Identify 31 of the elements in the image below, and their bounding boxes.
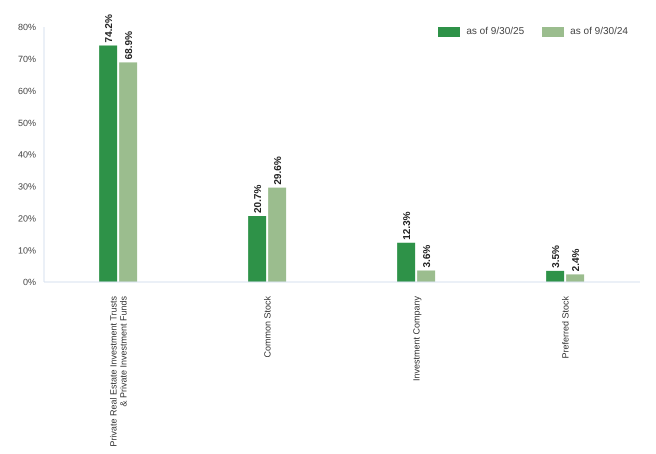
bar <box>99 45 118 282</box>
data-label: 74.2% <box>104 14 116 42</box>
y-tick-label: 0% <box>22 277 36 288</box>
data-label: 12.3% <box>402 211 414 240</box>
y-tick-label: 20% <box>18 213 36 224</box>
bar <box>248 216 266 282</box>
data-label: 68.9% <box>124 30 136 60</box>
legend-label: as of 9/30/25 <box>466 26 524 37</box>
data-label: 3.6% <box>422 244 434 268</box>
y-tick-label: 50% <box>18 118 36 128</box>
bar <box>397 242 416 282</box>
x-tick-label: Investment Company <box>412 296 422 382</box>
y-tick-label: 40% <box>18 150 36 160</box>
data-label: 2.4% <box>571 248 582 272</box>
x-tick-label: Preferred Stock <box>560 296 570 359</box>
x-tick-label: Private Real Estate Investment Trusts & Private Investment Funds <box>108 296 128 447</box>
bar <box>268 188 286 282</box>
bar <box>119 62 138 282</box>
y-tick-label: 80% <box>18 22 36 32</box>
data-label: 29.6% <box>273 156 284 185</box>
x-tick-label: Common Stock <box>262 296 272 358</box>
bar <box>546 270 564 282</box>
y-tick-label: 70% <box>18 54 36 64</box>
data-label: 3.5% <box>551 244 562 268</box>
data-label: 20.7% <box>253 184 264 214</box>
y-tick-label: 60% <box>18 86 36 96</box>
bar <box>566 274 584 282</box>
bar <box>417 270 436 282</box>
y-tick-label: 10% <box>18 245 36 256</box>
y-tick-label: 30% <box>18 182 36 192</box>
legend-label: as of 9/30/24 <box>570 26 628 37</box>
